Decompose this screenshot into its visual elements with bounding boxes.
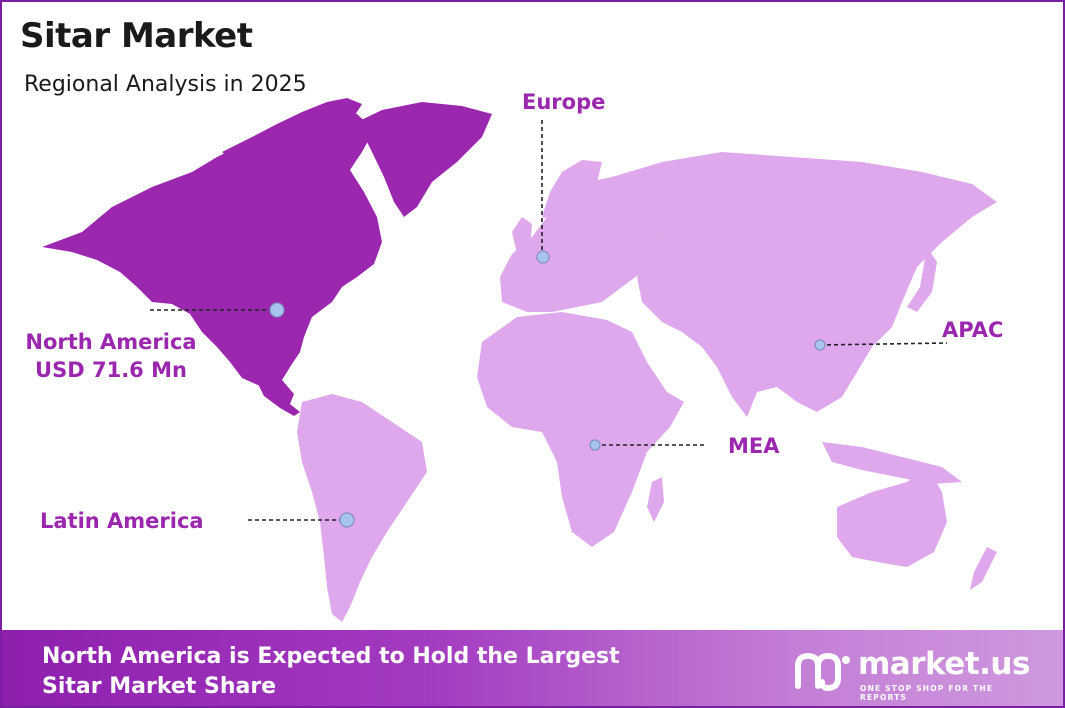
- north-america-value: USD 71.6 Mn: [35, 358, 187, 383]
- australia-shape: [837, 467, 947, 567]
- latin-america-label: Latin America: [40, 509, 204, 533]
- brand-tagline: ONE STOP SHOP FOR THE REPORTS: [860, 684, 994, 702]
- madagascar-shape: [647, 477, 664, 522]
- apac-marker: [814, 339, 826, 351]
- page-title: Sitar Market: [20, 16, 253, 56]
- africa-shape: [477, 312, 684, 547]
- page-subtitle: Regional Analysis in 2025: [24, 72, 307, 97]
- world-map: [42, 98, 997, 622]
- footer-headline-line1: North America is Expected to Hold the La…: [42, 644, 620, 669]
- europe-label: Europe: [522, 90, 606, 114]
- north-america-shape: [42, 112, 382, 404]
- arctic-islands-shape: [222, 98, 362, 164]
- uk-shape: [512, 217, 532, 254]
- europe-marker: [536, 250, 550, 264]
- scandinavia-shape: [542, 160, 602, 222]
- greenland-shape: [357, 102, 492, 217]
- south-america-shape: [297, 394, 427, 622]
- north-america-name: North America: [25, 330, 197, 354]
- north-america-label: North America USD 71.6 Mn: [16, 328, 206, 385]
- apac-label: APAC: [942, 318, 1004, 342]
- footer-headline: North America is Expected to Hold the La…: [42, 642, 682, 701]
- new-zealand-shape: [970, 547, 997, 590]
- brand-name: market.us: [858, 646, 1030, 682]
- brand-logo[interactable]: market.us ONE STOP SHOP FOR THE REPORTS: [792, 644, 1042, 702]
- japan-shape: [907, 247, 937, 312]
- central-america-shape: [257, 382, 300, 416]
- mea-label: MEA: [728, 434, 780, 458]
- se-asia-islands-shape: [822, 442, 962, 484]
- footer-banner: North America is Expected to Hold the La…: [2, 630, 1063, 706]
- latin-america-marker: [339, 512, 355, 528]
- asia-shape: [612, 152, 997, 417]
- footer-headline-line2: Sitar Market Share: [42, 673, 277, 699]
- north-america-marker: [269, 302, 285, 318]
- mea-marker: [589, 439, 601, 451]
- europe-shape: [500, 177, 667, 312]
- brand-mark-icon: [795, 652, 850, 692]
- apac-leader: [819, 342, 948, 346]
